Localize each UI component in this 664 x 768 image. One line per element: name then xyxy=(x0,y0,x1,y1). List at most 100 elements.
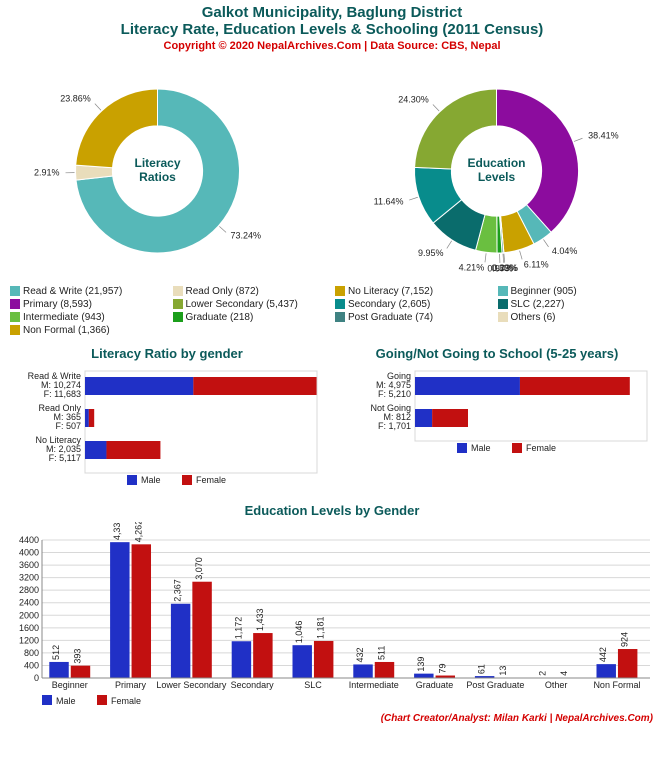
svg-text:73.24%: 73.24% xyxy=(231,230,262,240)
legend-item: Read & Write (21,957) xyxy=(10,286,167,297)
svg-text:Beginner: Beginner xyxy=(52,680,88,690)
legend-item: SLC (2,227) xyxy=(498,299,655,310)
svg-text:Non Formal: Non Formal xyxy=(593,680,640,690)
svg-text:Male: Male xyxy=(471,443,491,453)
legend-swatch xyxy=(335,286,345,296)
svg-text:Female: Female xyxy=(526,443,556,453)
dashboard-container: Galkot Municipality, Baglung District Li… xyxy=(0,0,664,731)
svg-text:3200: 3200 xyxy=(19,572,39,582)
legend-item: Primary (8,593) xyxy=(10,299,167,310)
legend-item: Intermediate (943) xyxy=(10,312,167,323)
svg-text:Levels: Levels xyxy=(478,170,516,184)
svg-text:4000: 4000 xyxy=(19,547,39,557)
svg-text:Post Graduate: Post Graduate xyxy=(466,680,524,690)
legend-swatch xyxy=(335,299,345,309)
svg-text:4.21%: 4.21% xyxy=(459,262,485,272)
svg-text:4: 4 xyxy=(559,670,569,675)
svg-text:13: 13 xyxy=(498,665,508,675)
svg-text:Female: Female xyxy=(111,696,141,706)
svg-text:38.41%: 38.41% xyxy=(588,130,619,140)
svg-text:6.11%: 6.11% xyxy=(524,259,549,269)
credit-line: (Chart Creator/Analyst: Milan Karki | Ne… xyxy=(6,712,658,727)
svg-text:2,367: 2,367 xyxy=(173,579,183,602)
literacy-donut-wrap: 73.24% 2.91% 23.86% LiteracyRatios xyxy=(6,56,329,286)
svg-text:Other: Other xyxy=(545,680,568,690)
legend-label: Non Formal (1,366) xyxy=(23,325,110,336)
legend-label: Post Graduate (74) xyxy=(348,312,433,323)
svg-text:511: 511 xyxy=(376,645,386,659)
svg-text:F: 1,701: F: 1,701 xyxy=(378,421,411,431)
legend-item: Lower Secondary (5,437) xyxy=(173,299,330,310)
legend-swatch xyxy=(173,299,183,309)
legend-label: No Literacy (7,152) xyxy=(348,286,433,297)
svg-text:Male: Male xyxy=(56,696,76,706)
svg-text:0: 0 xyxy=(34,673,39,683)
svg-text:Education: Education xyxy=(467,156,525,170)
svg-text:2.91%: 2.91% xyxy=(34,167,60,177)
svg-text:1,172: 1,172 xyxy=(233,616,243,639)
svg-text:4400: 4400 xyxy=(19,535,39,545)
legend-label: Secondary (2,605) xyxy=(348,299,430,310)
svg-text:3600: 3600 xyxy=(19,560,39,570)
legend-item: Read Only (872) xyxy=(173,286,330,297)
education-by-gender-box: Education Levels by Gender 0400800120016… xyxy=(6,503,658,712)
legend-item: Non Formal (1,366) xyxy=(10,325,167,336)
svg-text:F: 11,683: F: 11,683 xyxy=(44,389,81,399)
combined-legend: Read & Write (21,957) Read Only (872) No L… xyxy=(6,286,658,336)
svg-text:Literacy: Literacy xyxy=(134,156,180,170)
svg-text:Graduate: Graduate xyxy=(416,680,454,690)
svg-text:800: 800 xyxy=(24,647,39,657)
svg-text:2: 2 xyxy=(537,670,547,675)
svg-text:400: 400 xyxy=(24,660,39,670)
svg-text:4,331: 4,331 xyxy=(112,522,122,540)
svg-text:442: 442 xyxy=(598,647,608,662)
legend-swatch xyxy=(173,312,183,322)
svg-text:11.64%: 11.64% xyxy=(374,196,404,206)
svg-text:2400: 2400 xyxy=(19,597,39,607)
svg-text:61: 61 xyxy=(477,664,487,674)
header-block: Galkot Municipality, Baglung District Li… xyxy=(6,4,658,52)
svg-text:24.30%: 24.30% xyxy=(398,94,429,104)
literacy-by-gender-chart: Read & WriteM: 10,274F: 11,683Read OnlyM… xyxy=(6,365,328,495)
svg-text:1600: 1600 xyxy=(19,622,39,632)
legend-label: Graduate (218) xyxy=(186,312,254,323)
education-donut-wrap: 38.41%4.04%6.11%0.03%0.33%0.97%4.21%9.95… xyxy=(335,56,658,286)
svg-text:Lower Secondary: Lower Secondary xyxy=(156,680,227,690)
legend-label: Read Only (872) xyxy=(186,286,259,297)
svg-text:Intermediate: Intermediate xyxy=(349,680,399,690)
svg-text:924: 924 xyxy=(620,631,630,646)
svg-text:1200: 1200 xyxy=(19,635,39,645)
legend-label: Others (6) xyxy=(511,312,556,323)
legend-label: Lower Secondary (5,437) xyxy=(186,299,298,310)
legend-swatch xyxy=(10,286,20,296)
svg-text:4.04%: 4.04% xyxy=(552,246,578,256)
svg-text:1,433: 1,433 xyxy=(255,608,265,631)
legend-swatch xyxy=(10,312,20,322)
svg-text:23.86%: 23.86% xyxy=(60,93,91,103)
svg-text:4,262: 4,262 xyxy=(133,522,143,542)
svg-text:79: 79 xyxy=(437,663,447,673)
svg-text:3,070: 3,070 xyxy=(194,557,204,580)
legend-swatch xyxy=(10,299,20,309)
svg-text:Ratios: Ratios xyxy=(139,170,176,184)
svg-text:9.95%: 9.95% xyxy=(418,247,444,257)
svg-text:SLC: SLC xyxy=(304,680,322,690)
svg-text:512: 512 xyxy=(51,644,61,659)
legend-label: Read & Write (21,957) xyxy=(23,286,122,297)
top-donut-row: 73.24% 2.91% 23.86% LiteracyRatios 38.41% 4.… xyxy=(6,56,658,286)
literacy-donut-chart: 73.24% 2.91% 23.86% LiteracyRatios xyxy=(6,56,329,286)
legend-label: SLC (2,227) xyxy=(511,299,565,310)
svg-text:Secondary: Secondary xyxy=(231,680,275,690)
svg-text:1,046: 1,046 xyxy=(294,620,304,643)
svg-text:Male: Male xyxy=(141,475,161,485)
stacked-bar-row: Literacy Ratio by gender Read & WriteM: … xyxy=(6,346,658,495)
legend-item: Secondary (2,605) xyxy=(335,299,492,310)
literacy-by-gender-title: Literacy Ratio by gender xyxy=(6,346,328,361)
legend-swatch xyxy=(335,312,345,322)
school-going-title: Going/Not Going to School (5-25 years) xyxy=(336,346,658,361)
legend-item: Post Graduate (74) xyxy=(335,312,492,323)
svg-text:0.97%: 0.97% xyxy=(487,263,513,273)
copyright-line: Copyright © 2020 NepalArchives.Com | Dat… xyxy=(6,40,658,52)
svg-text:393: 393 xyxy=(72,648,82,663)
svg-text:139: 139 xyxy=(416,656,426,671)
